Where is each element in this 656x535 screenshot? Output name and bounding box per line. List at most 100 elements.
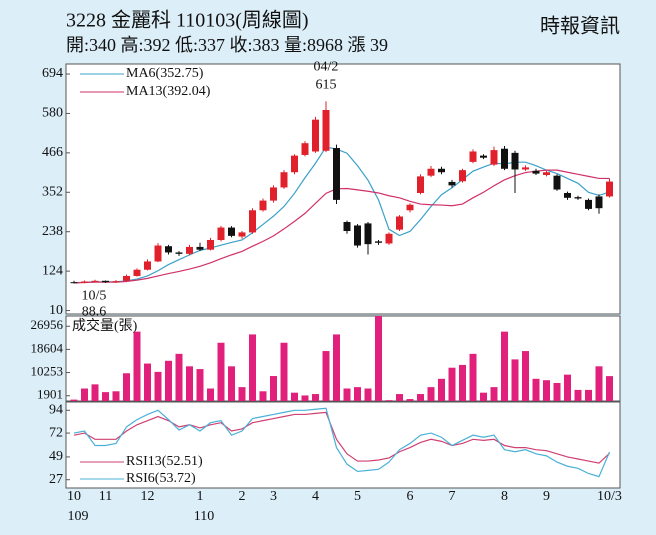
candle-body xyxy=(186,246,193,254)
legend-label: RSI13(52.51) xyxy=(126,454,203,469)
candle-body xyxy=(574,197,582,199)
bar xyxy=(322,351,330,401)
bar xyxy=(501,331,508,401)
bar xyxy=(522,351,529,401)
x-tick-label: 7 xyxy=(449,489,456,504)
bar xyxy=(249,334,256,401)
candle-body xyxy=(438,168,445,173)
candle-body xyxy=(217,227,225,241)
bar xyxy=(270,376,277,401)
candle-body xyxy=(385,233,393,244)
bar xyxy=(564,374,571,401)
annotation: 615 xyxy=(316,78,337,93)
y-tick-label: 26956 xyxy=(31,317,64,332)
bar xyxy=(175,353,183,401)
y-tick-label: 1901 xyxy=(37,387,63,402)
candle-body xyxy=(196,246,204,250)
bar xyxy=(364,388,372,401)
candle-body xyxy=(354,225,361,246)
panel-title: 成交量(張) xyxy=(72,317,138,334)
candle-body xyxy=(480,155,487,158)
y-tick-label: 49 xyxy=(49,449,63,464)
candle-body xyxy=(364,223,372,245)
x-tick-label: 4 xyxy=(312,489,319,504)
bar xyxy=(459,364,466,401)
bar xyxy=(154,371,162,401)
candle-body xyxy=(469,151,477,162)
source: 時報資訊 xyxy=(540,15,620,38)
bar xyxy=(207,388,214,401)
x-tick-label: 10 xyxy=(67,489,81,504)
y-tick-label: 72 xyxy=(49,425,63,440)
candle-body xyxy=(606,181,613,197)
candle-body xyxy=(249,210,256,233)
bar xyxy=(438,378,445,401)
line xyxy=(73,407,611,478)
line xyxy=(73,146,610,284)
legend-label: MA13(392.04) xyxy=(126,84,211,99)
bar xyxy=(417,394,424,401)
candle-body xyxy=(259,200,267,211)
candle-body xyxy=(406,204,414,211)
x-tick-label: 6 xyxy=(407,489,414,504)
candle-body xyxy=(133,269,141,276)
bar xyxy=(133,331,141,401)
y-tick-label: 238 xyxy=(42,224,63,239)
bar xyxy=(280,342,288,401)
candle-body xyxy=(553,175,561,190)
candle-body xyxy=(291,155,298,173)
candle-body xyxy=(322,109,330,151)
x-tick-label: 109 xyxy=(68,509,89,524)
bar xyxy=(343,388,351,401)
annotation: 88.6 xyxy=(82,305,107,320)
bar xyxy=(480,392,487,401)
candle-body xyxy=(396,216,403,230)
x-tick-label: 12 xyxy=(141,489,155,504)
bar xyxy=(375,316,382,401)
candle-body xyxy=(144,261,151,270)
x-tick-label: 110 xyxy=(194,509,214,524)
quote: 開:340 高:392 低:337 收:383 量:8968 漲 39 xyxy=(66,35,388,55)
bar xyxy=(543,380,550,401)
candle-body xyxy=(417,176,424,193)
candle-body xyxy=(123,275,130,281)
candle-body xyxy=(595,196,603,209)
candle-body xyxy=(343,222,351,232)
candle-body xyxy=(165,246,172,253)
candle-body xyxy=(522,167,529,170)
candle-body xyxy=(543,172,550,175)
candle-body xyxy=(175,252,183,254)
x-tick-label: 11 xyxy=(99,489,112,504)
bar xyxy=(385,400,393,401)
candle-body xyxy=(228,227,235,236)
bar xyxy=(228,366,235,401)
line xyxy=(73,169,610,284)
bar xyxy=(144,363,151,401)
x-tick-label: 2 xyxy=(239,489,246,504)
bar xyxy=(354,387,361,401)
bar xyxy=(511,359,519,401)
bar xyxy=(291,392,298,401)
x-tick-label: 9 xyxy=(543,489,550,504)
candle-body xyxy=(312,119,319,152)
bar xyxy=(312,394,319,401)
y-tick-label: 94 xyxy=(49,403,63,418)
y-tick-label: 124 xyxy=(42,263,63,278)
candle-body xyxy=(501,148,508,169)
y-tick-label: 580 xyxy=(42,106,63,121)
candle-body xyxy=(427,168,435,176)
candle-body xyxy=(564,192,571,198)
bar xyxy=(574,389,582,401)
y-tick-label: 352 xyxy=(42,185,63,200)
candle-body xyxy=(238,232,246,237)
candle-body xyxy=(375,241,382,243)
bar xyxy=(532,378,540,401)
chart-title: 3228 金麗科 110103(周線圖) xyxy=(66,9,309,32)
y-tick-label: 18604 xyxy=(31,340,64,355)
candle-body xyxy=(585,199,592,209)
bar xyxy=(396,394,403,401)
candle-body xyxy=(154,245,162,262)
y-tick-label: 694 xyxy=(42,66,63,81)
